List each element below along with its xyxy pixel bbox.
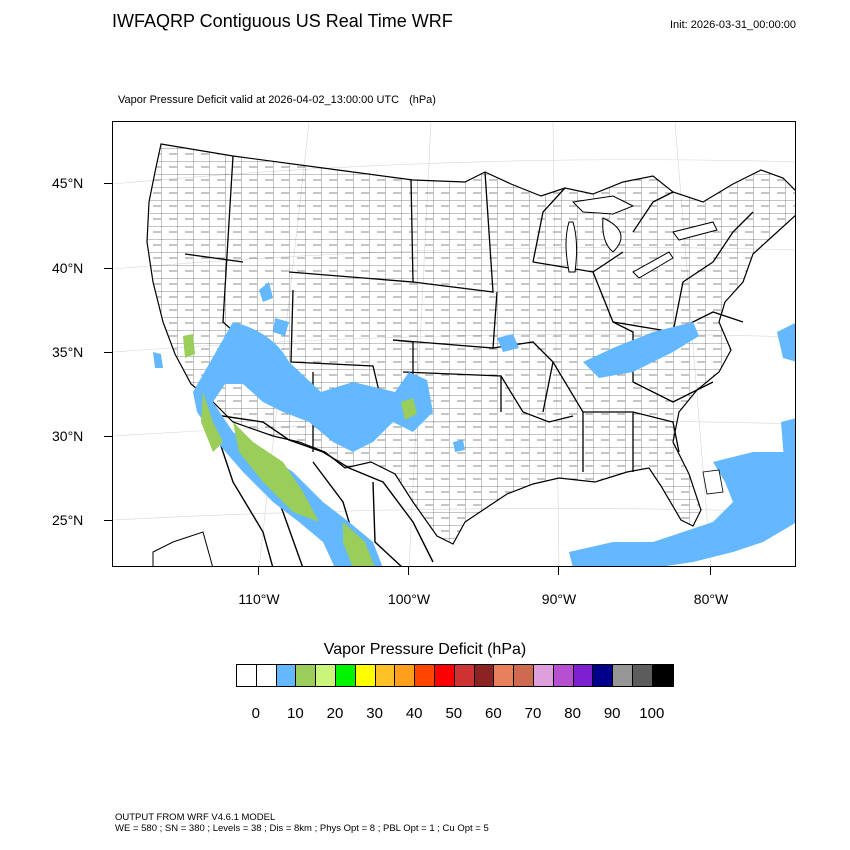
colorbar-label: 20 bbox=[326, 705, 344, 722]
international-borders bbox=[208, 413, 434, 566]
colorbar-label: 10 bbox=[287, 705, 304, 722]
colorbar-box bbox=[632, 665, 653, 686]
map-canvas bbox=[113, 122, 795, 566]
colorbar-box bbox=[395, 665, 416, 686]
lon-label-110w: 110°W bbox=[238, 591, 280, 607]
footer-model-line: OUTPUT FROM WRF V4.6.1 MODEL bbox=[115, 812, 276, 823]
colorbar-title: Vapor Pressure Deficit (hPa) bbox=[323, 641, 527, 658]
chart-title: IWFAQRP Contiguous US Real Time WRF bbox=[112, 11, 453, 31]
colorbar-box bbox=[652, 665, 673, 686]
great-lakes bbox=[565, 195, 718, 279]
lat-label-35n: 35°N bbox=[52, 344, 84, 360]
colorbar-box bbox=[316, 665, 336, 686]
colorbar-box bbox=[573, 665, 594, 686]
colorbar-box bbox=[256, 665, 277, 686]
map-panel bbox=[112, 121, 796, 567]
lon-label-90w: 90°W bbox=[541, 591, 577, 607]
colorbar-box bbox=[613, 665, 633, 686]
colorbar-label: 50 bbox=[445, 705, 463, 722]
field-description: Vapor Pressure Deficit valid at 2026-04-… bbox=[118, 94, 400, 106]
colorbar bbox=[236, 664, 674, 687]
lon-label-80w: 80°W bbox=[693, 591, 729, 607]
colorbar-box bbox=[355, 665, 376, 686]
colorbar-label: 90 bbox=[603, 705, 621, 722]
colorbar-box bbox=[434, 665, 455, 686]
colorbar-box bbox=[514, 665, 534, 686]
colorbar-label: 0 bbox=[251, 705, 260, 722]
colorbar-box bbox=[494, 665, 515, 686]
lat-tick-35n bbox=[104, 352, 112, 354]
colorbar-box bbox=[296, 665, 317, 686]
colorbar-label: 30 bbox=[366, 705, 383, 722]
colorbar-label: 100 bbox=[639, 705, 665, 722]
lon-tick-100w bbox=[408, 567, 410, 575]
lat-label-45n: 45°N bbox=[52, 175, 84, 191]
colorbar-box bbox=[276, 665, 297, 686]
field-subtitle: Vapor Pressure Deficit valid at 2026-04-… bbox=[118, 94, 436, 106]
init-time: Init: 2026-03-31_00:00:00 bbox=[670, 19, 796, 31]
colorbar-box bbox=[415, 665, 435, 686]
colorbar-box bbox=[474, 665, 495, 686]
footer-config-line: WE = 580 ; SN = 380 ; Levels = 38 ; Dis … bbox=[115, 823, 489, 834]
lon-tick-90w bbox=[558, 567, 560, 575]
colorbar-box bbox=[553, 665, 574, 686]
colorbar-box bbox=[454, 665, 475, 686]
lat-tick-45n bbox=[104, 183, 112, 185]
lon-tick-80w bbox=[710, 567, 712, 575]
colorbar-box bbox=[593, 665, 614, 686]
colorbar-box bbox=[335, 665, 356, 686]
colorbar-label: 40 bbox=[405, 705, 423, 722]
lat-label-30n: 30°N bbox=[52, 428, 84, 444]
colorbar-label: 80 bbox=[564, 705, 581, 722]
model-footer: OUTPUT FROM WRF V4.6.1 MODEL WE = 580 ; … bbox=[115, 812, 489, 834]
colorbar-box bbox=[375, 665, 396, 686]
colorbar-box bbox=[237, 665, 257, 686]
lat-label-40n: 40°N bbox=[52, 260, 84, 276]
lat-tick-30n bbox=[104, 436, 112, 438]
field-units: (hPa) bbox=[409, 94, 436, 106]
lon-tick-110w bbox=[258, 567, 260, 575]
lon-label-100w: 100°W bbox=[387, 591, 431, 607]
lat-label-25n: 25°N bbox=[52, 512, 84, 528]
colorbar-box bbox=[533, 665, 554, 686]
lat-tick-40n bbox=[104, 268, 112, 270]
colorbar-label: 70 bbox=[524, 705, 542, 722]
lat-tick-25n bbox=[104, 520, 112, 522]
colorbar-label: 60 bbox=[485, 705, 502, 722]
vpd-field bbox=[153, 282, 795, 566]
